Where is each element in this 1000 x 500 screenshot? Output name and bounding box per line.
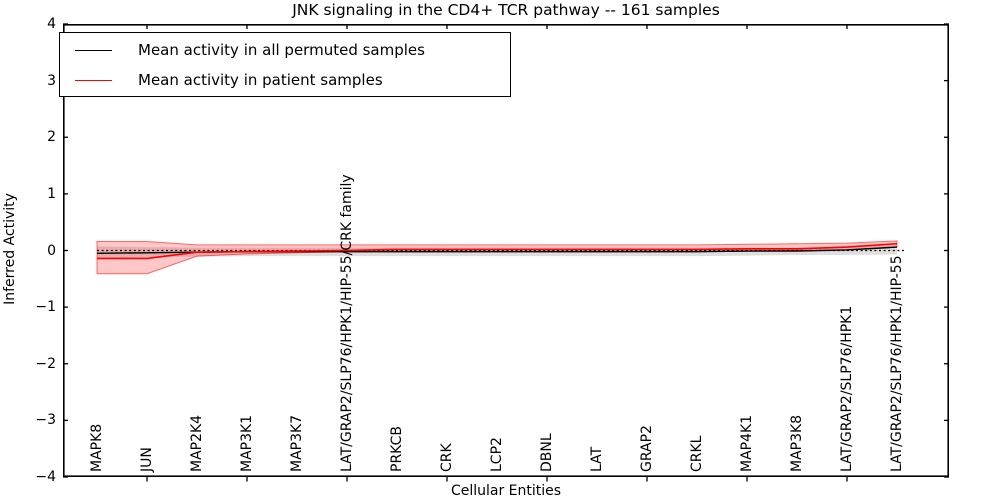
mean-line-patient — [97, 242, 898, 260]
chart-title: JNK signaling in the CD4+ TCR pathway --… — [292, 1, 720, 19]
x-tick-label: LCP2 — [489, 437, 505, 472]
x-tick-label: LAT/GRAP2/SLP76/HPK1 — [839, 305, 855, 472]
y-tick-label: 4 — [47, 16, 56, 32]
y-tick-label: −4 — [35, 469, 56, 485]
y-tick-label: 2 — [47, 129, 56, 146]
x-tick-label: JUN — [139, 447, 155, 472]
x-tick-label: PRKCB — [389, 426, 405, 472]
x-tick-label: MAP3K7 — [289, 414, 305, 472]
legend-line-red-icon — [75, 79, 112, 81]
x-tick-label: GRAP2 — [639, 425, 655, 472]
y-tick-label: −3 — [35, 412, 56, 429]
legend-label: Mean activity in all permuted samples — [138, 41, 425, 59]
legend: Mean activity in all permuted samples Me… — [59, 32, 511, 97]
x-tick-label: LAT — [589, 446, 605, 472]
x-tick-label: DBNL — [539, 433, 555, 472]
axes-frame — [63, 24, 950, 477]
legend-label: Mean activity in patient samples — [138, 71, 383, 89]
y-tick-label: 0 — [47, 242, 56, 259]
x-tick-label: CRKL — [689, 435, 705, 472]
legend-item: Mean activity in all permuted samples — [60, 35, 510, 65]
x-tick-label: CRK — [439, 443, 455, 472]
x-axis-label: Cellular Entities — [450, 483, 562, 499]
y-tick-label: −2 — [35, 355, 56, 372]
x-tick-label: MAP3K8 — [789, 414, 805, 472]
x-tick-label: MAP3K1 — [239, 414, 255, 472]
x-tick-label: MAPK8 — [89, 423, 105, 472]
confidence-band-patient — [96, 240, 898, 275]
x-tick-label: LAT/GRAP2/SLP76/HPK1/HIP-55 — [889, 255, 905, 472]
legend-line-black-icon — [75, 49, 112, 51]
plot-area — [63, 23, 950, 482]
y-tick-label: 3 — [47, 72, 56, 89]
x-tick-label: LAT/GRAP2/SLP76/HPK1/HIP-55/CRK family — [339, 174, 355, 472]
chart-canvas — [63, 23, 950, 482]
y-tick-label: −1 — [35, 299, 56, 316]
x-tick-label: MAP2K4 — [189, 414, 205, 472]
y-axis-label: Inferred Activity — [2, 193, 18, 305]
legend-item: Mean activity in patient samples — [60, 65, 510, 95]
x-tick-label: MAP4K1 — [739, 414, 755, 472]
y-tick-label: 1 — [47, 185, 56, 202]
